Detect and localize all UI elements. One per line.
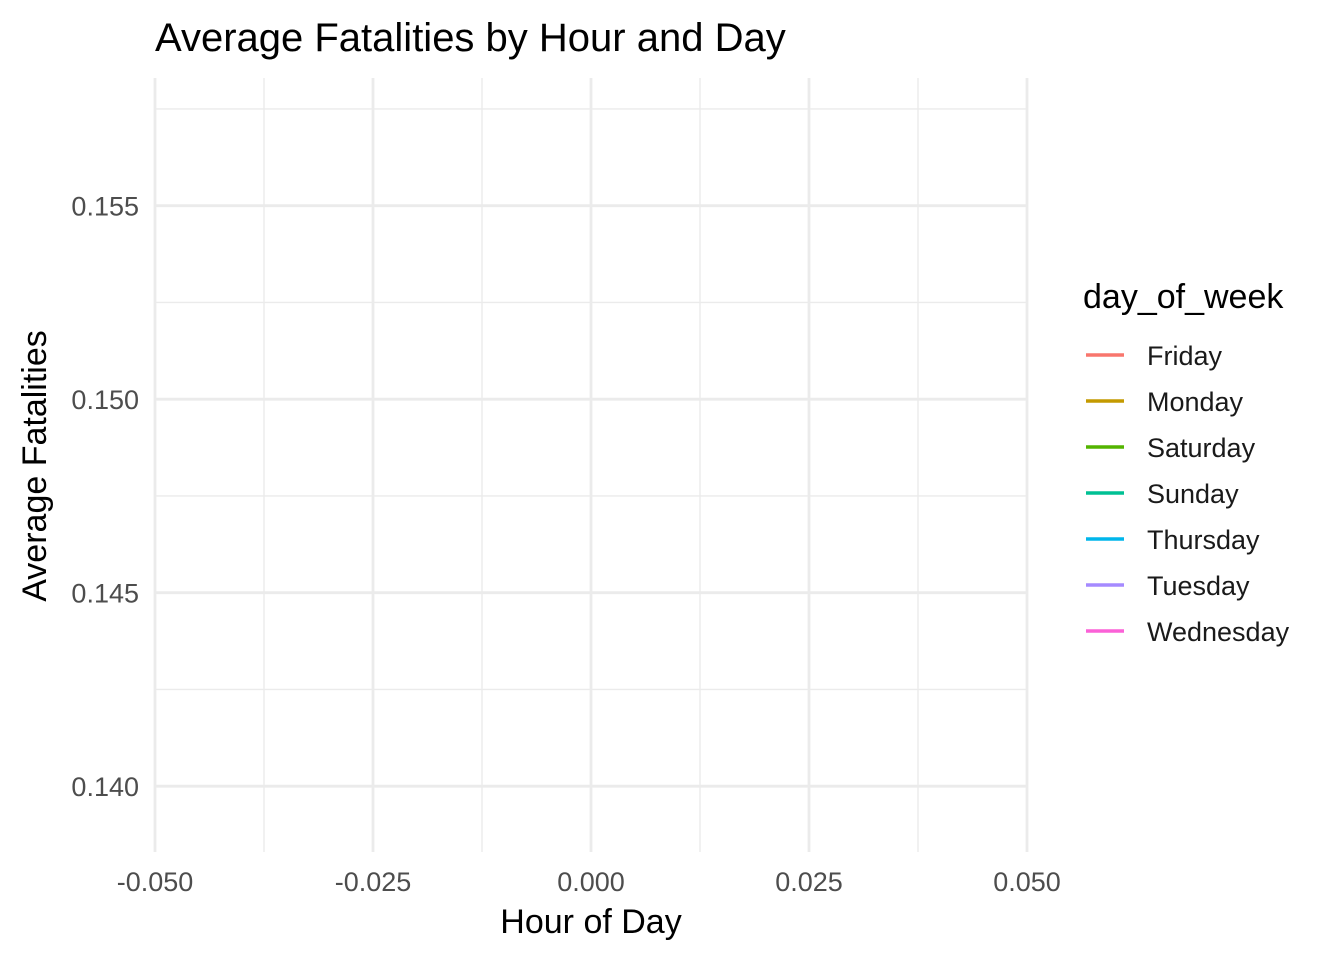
- y-axis-ticks: 0.140 0.145 0.150 0.155: [71, 192, 139, 803]
- legend-label: Sunday: [1147, 479, 1239, 509]
- y-axis-title: Average Fatalities: [16, 330, 54, 602]
- x-axis-title: Hour of Day: [500, 903, 681, 941]
- y-tick-label: 0.140: [71, 772, 139, 802]
- y-tick-label: 0.145: [71, 579, 139, 609]
- legend-title: day_of_week: [1083, 278, 1284, 316]
- legend-label: Wednesday: [1147, 617, 1290, 647]
- legend-label: Tuesday: [1147, 571, 1250, 601]
- legend-label: Monday: [1147, 387, 1244, 417]
- x-tick-label: -0.050: [117, 867, 194, 897]
- major-gridlines: [153, 78, 1029, 852]
- y-tick-label: 0.155: [71, 192, 139, 222]
- x-axis-ticks: -0.050 -0.025 0.000 0.025 0.050: [117, 867, 1061, 897]
- y-tick-label: 0.150: [71, 385, 139, 415]
- x-tick-label: 0.050: [993, 867, 1061, 897]
- legend-label: Friday: [1147, 341, 1223, 371]
- legend-label: Saturday: [1147, 433, 1256, 463]
- chart-title: Average Fatalities by Hour and Day: [155, 16, 786, 60]
- plot-panel: [153, 78, 1029, 852]
- legend: day_of_week Friday Monday Saturday Sunday Th…: [1083, 278, 1290, 647]
- x-tick-label: 0.000: [557, 867, 625, 897]
- x-tick-label: -0.025: [335, 867, 412, 897]
- legend-items: Friday Monday Saturday Sunday Thursday Tuesda…: [1086, 341, 1290, 647]
- legend-label: Thursday: [1147, 525, 1260, 555]
- x-tick-label: 0.025: [775, 867, 843, 897]
